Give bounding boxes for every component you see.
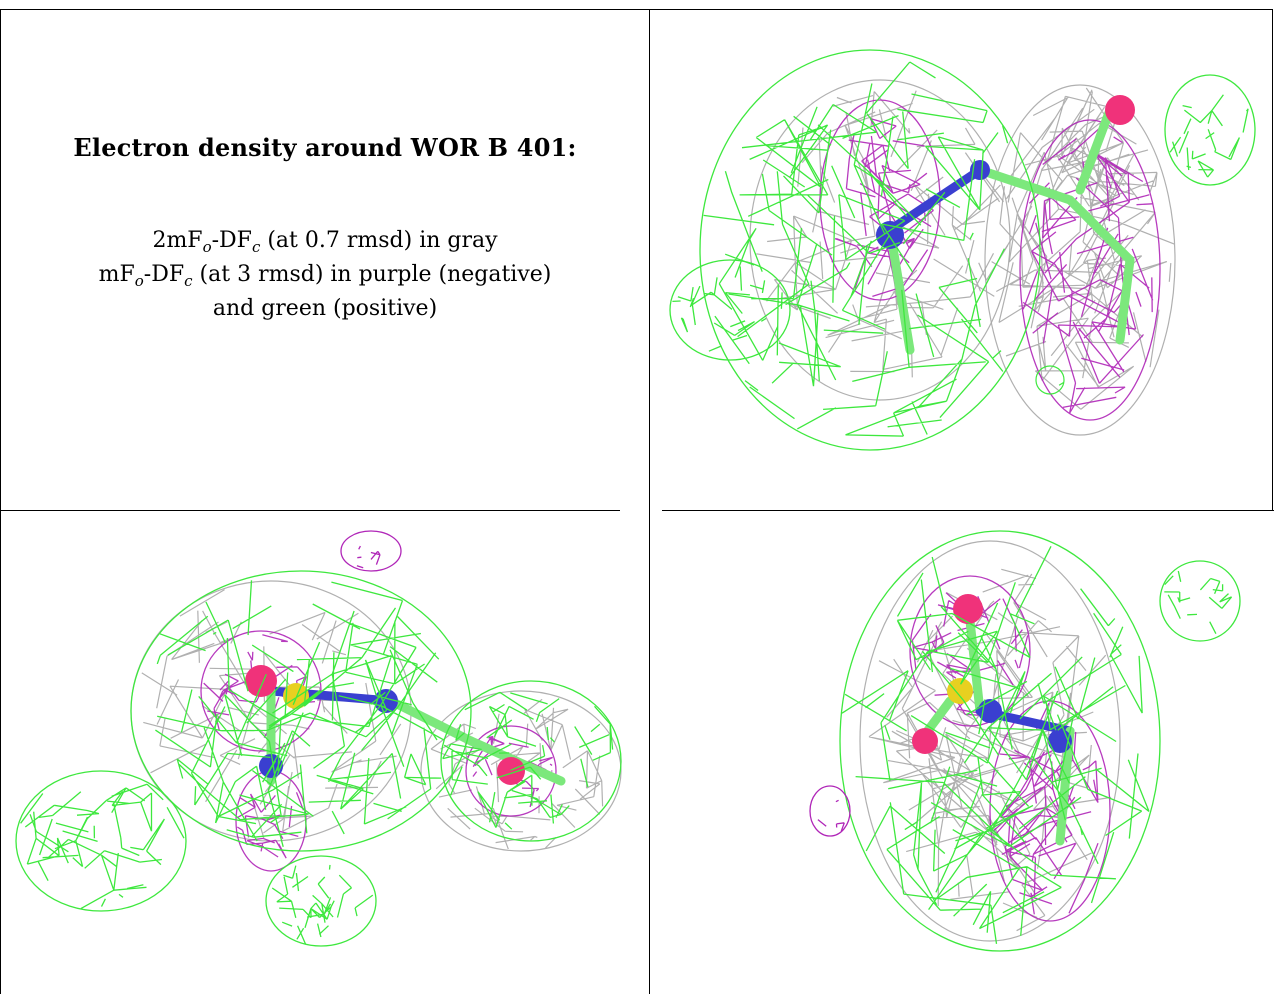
bond-stick <box>965 616 985 716</box>
center-divider <box>649 9 650 994</box>
caption-title: Electron density around WOR B 401: <box>73 133 577 162</box>
bond-stick <box>975 165 1075 205</box>
mesh-blob <box>699 49 1041 451</box>
oxygen-atom <box>245 665 277 697</box>
bond-stick <box>885 165 985 235</box>
caption-legend: 2mFo-DFc (at 0.7 rmsd) in gray mFo-DFc (… <box>99 224 552 326</box>
density-view-bottom-left <box>1 511 649 994</box>
mesh-blob <box>809 785 851 837</box>
top-border <box>0 9 1273 10</box>
oxygen-atom <box>953 594 983 624</box>
oxygen-atom <box>497 757 525 785</box>
outer-left-border <box>0 9 1 994</box>
map-name-prefix: 2mF <box>152 228 203 253</box>
map-name-mid: -DF <box>143 262 185 287</box>
legend-line-positive: and green (positive) <box>212 296 438 321</box>
map-name-mid: -DF <box>211 228 252 253</box>
nitrogen-atom <box>876 221 904 249</box>
middle-border-right <box>662 510 1274 511</box>
outer-right-border <box>1272 9 1273 511</box>
map-description: (at 3 rmsd) in purple (negative) <box>192 262 552 287</box>
mesh-blob <box>265 855 377 947</box>
oxygen-atom <box>912 728 938 754</box>
density-view-top-right <box>650 10 1272 510</box>
middle-border-left <box>0 510 620 511</box>
mesh-blob <box>440 680 622 842</box>
mesh-blob <box>669 259 791 361</box>
legend-line-fofc: mFo-DFc (at 3 rmsd) in purple (negative) <box>99 258 552 292</box>
electron-density-mesh-icon <box>15 530 622 947</box>
electron-density-mesh-icon <box>669 49 1256 451</box>
density-view-bottom-right <box>650 511 1274 994</box>
mesh-blob <box>1159 560 1241 642</box>
nitrogen-atom <box>259 754 283 778</box>
electron-density-mesh-icon <box>809 530 1241 952</box>
mesh-blob <box>130 570 472 852</box>
mesh-blob <box>340 530 402 572</box>
bond-stick <box>1065 195 1135 265</box>
subscript-c: c <box>251 238 261 256</box>
bond-stick <box>1075 105 1115 195</box>
caption-cell: Electron density around WOR B 401: 2mFo-… <box>1 9 649 511</box>
bond-stick <box>885 225 915 355</box>
mesh-blob <box>1164 74 1256 186</box>
mesh-blob <box>1019 119 1161 421</box>
nitrogen-atom <box>970 160 990 180</box>
subscript-c: c <box>184 272 193 290</box>
subscript-o: o <box>202 238 212 256</box>
legend-line-2fofc: 2mFo-DFc (at 0.7 rmsd) in gray <box>99 224 552 258</box>
subscript-o: o <box>134 272 144 290</box>
mesh-blob <box>1035 365 1065 395</box>
mesh-blob <box>15 770 187 912</box>
sulfur-atom <box>947 678 973 704</box>
mesh-blob <box>984 84 1176 436</box>
map-name-prefix: mF <box>98 262 135 287</box>
map-description: (at 0.7 rmsd) in gray <box>260 228 498 253</box>
oxygen-atom <box>1105 95 1135 125</box>
mesh-blob <box>839 530 1161 952</box>
bond-stick <box>1115 255 1135 345</box>
